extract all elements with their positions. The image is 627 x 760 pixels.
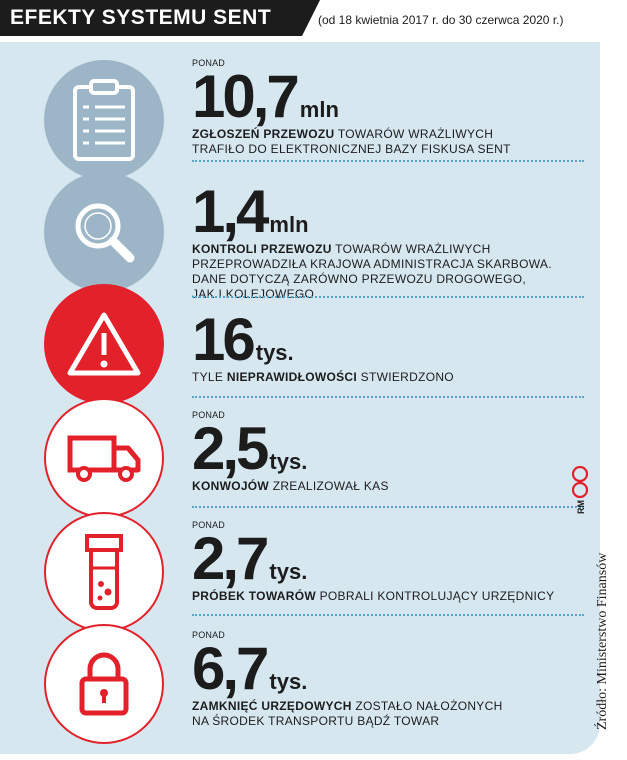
- stat-description: ZGŁOSZEŃ PRZEWOZU TOWARÓW WRAŻLIWYCH TRAF…: [192, 127, 511, 156]
- author-initials: RM: [576, 500, 586, 514]
- divider: [192, 160, 584, 162]
- source-text: Źródło: Ministerstwo Finansów: [595, 552, 610, 730]
- magnifier-icon: [44, 172, 164, 292]
- source-note: Źródło: Ministerstwo Finansów: [595, 540, 615, 730]
- stat-description: KONWOJÓW ZREALIZOWAŁ KAS: [192, 479, 389, 493]
- divider: [192, 296, 584, 298]
- truck-icon: [44, 398, 164, 518]
- stat-inspections: 1,4 mln KONTROLI PRZEWOZU TOWARÓW WRAŻLIW…: [192, 182, 552, 302]
- stat-unit: mln: [269, 212, 309, 237]
- stat-description: ZAMKNIĘĆ URZĘDOWYCH ZOSTAŁO NAŁOŻONYCH NA…: [192, 699, 503, 728]
- stat-unit: tys.: [255, 340, 294, 365]
- clipboard-icon: [44, 60, 164, 180]
- stat-description: KONTROLI PRZEWOZU TOWARÓW WRAŻLIWYCH PRZE…: [192, 242, 552, 301]
- prefix-label: PONAD: [192, 630, 226, 640]
- prefix-label: PONAD: [192, 58, 226, 68]
- stat-value: 2,5: [192, 415, 269, 482]
- sample-tube-icon: [44, 512, 164, 632]
- divider: [192, 614, 584, 616]
- stat-value: 16: [192, 306, 256, 373]
- prefix-label: PONAD: [192, 410, 226, 420]
- stat-unit: tys.: [269, 669, 308, 694]
- warning-icon: [44, 284, 164, 404]
- stat-irregularities: 16 tys. TYLE NIEPRAWIDŁOWOŚCI STWIERDZONO: [192, 310, 454, 385]
- stat-value: 6,7: [192, 635, 269, 702]
- header: EFEKTY SYSTEMU SENT (od 18 kwietnia 2017…: [0, 0, 600, 42]
- divider: [192, 506, 584, 508]
- date-range-subtitle: (od 18 kwietnia 2017 r. do 30 czerwca 20…: [318, 13, 564, 27]
- stat-convoys: PONAD 2,5 tys. KONWOJÓW ZREALIZOWAŁ KAS: [192, 410, 389, 494]
- stat-unit: mln: [299, 97, 339, 122]
- stat-unit: tys.: [269, 559, 308, 584]
- stat-description: TYLE NIEPRAWIDŁOWOŚCI STWIERDZONO: [192, 370, 454, 384]
- divider: [192, 396, 584, 398]
- stat-value: 2,7: [192, 525, 269, 592]
- stat-seals: PONAD 6,7 tys. ZAMKNIĘĆ URZĘDOWYCH ZOSTAŁ…: [192, 630, 503, 729]
- publisher-credit: RM: [572, 466, 592, 526]
- publisher-logo-icon: [572, 466, 588, 498]
- stat-unit: tys.: [269, 449, 308, 474]
- stat-value: 10,7: [192, 63, 300, 130]
- stat-description: PRÓBEK TOWARÓW POBRALI KONTROLUJĄCY URZĘ…: [192, 589, 555, 603]
- padlock-icon: [44, 624, 164, 744]
- stat-samples: PONAD 2,7 tys. PRÓBEK TOWARÓW POBRALI KON…: [192, 520, 554, 604]
- page-title: EFEKTY SYSTEMU SENT: [0, 0, 320, 36]
- stat-value: 1,4: [192, 178, 269, 245]
- prefix-label: PONAD: [192, 520, 226, 530]
- stat-reports: PONAD 10,7 mln ZGŁOSZEŃ PRZEWOZU TOWARÓW …: [192, 58, 511, 157]
